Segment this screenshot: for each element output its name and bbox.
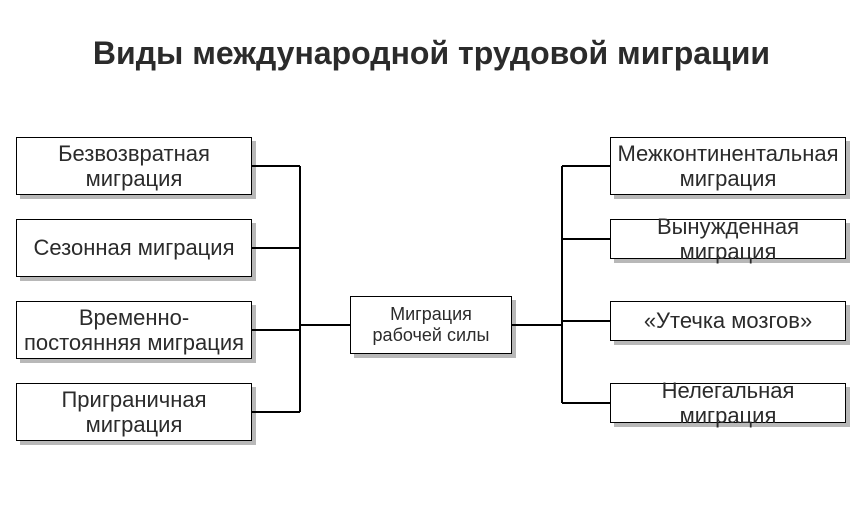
node-right-4: Нелегальная миграция [610, 383, 846, 423]
node-center: Миграция рабочей силы [350, 296, 512, 354]
node-right-1: Межконтинентальная миграция [610, 137, 846, 195]
node-left-4: Приграничная миграция [16, 383, 252, 441]
migration-diagram: Миграция рабочей силы Безвозвратная мигр… [0, 0, 863, 526]
node-right-3: «Утечка мозгов» [610, 301, 846, 341]
node-left-2: Сезонная миграция [16, 219, 252, 277]
node-left-1: Безвозвратная миграция [16, 137, 252, 195]
node-left-3: Временно-постоянняя миграция [16, 301, 252, 359]
node-right-2: Вынужденная миграция [610, 219, 846, 259]
